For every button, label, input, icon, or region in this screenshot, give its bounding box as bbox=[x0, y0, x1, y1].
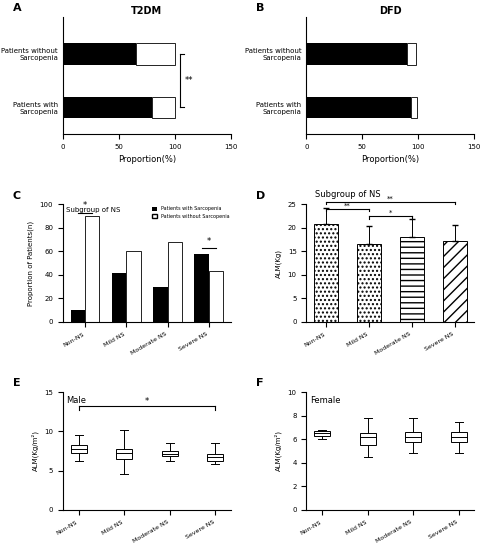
Bar bbox=[405, 432, 421, 442]
Bar bbox=[152, 96, 175, 118]
Text: **: ** bbox=[387, 196, 394, 202]
Bar bbox=[85, 216, 99, 322]
Bar bbox=[71, 310, 85, 322]
Bar bbox=[71, 445, 87, 453]
Y-axis label: Proportion of Patients(n): Proportion of Patients(n) bbox=[28, 220, 34, 306]
Text: **: ** bbox=[185, 76, 194, 85]
Text: Male: Male bbox=[66, 396, 86, 405]
Bar bbox=[306, 96, 410, 118]
Bar bbox=[207, 454, 223, 461]
Legend: Patients with Sarcopenia, Patients without Sarcopenia: Patients with Sarcopenia, Patients witho… bbox=[151, 204, 232, 221]
Bar bbox=[167, 242, 182, 322]
Bar bbox=[63, 43, 136, 65]
Text: *: * bbox=[145, 397, 149, 406]
Title: DFD: DFD bbox=[379, 6, 402, 16]
Text: F: F bbox=[256, 378, 263, 388]
Y-axis label: ALM(Kg/m²): ALM(Kg/m²) bbox=[31, 430, 39, 471]
Bar bbox=[314, 224, 338, 322]
Bar bbox=[194, 254, 209, 322]
Bar bbox=[153, 286, 167, 322]
Bar bbox=[357, 244, 381, 322]
Bar bbox=[451, 432, 467, 442]
Bar bbox=[162, 451, 178, 456]
Bar bbox=[360, 433, 376, 445]
Bar bbox=[410, 96, 417, 118]
Bar bbox=[443, 241, 467, 322]
Title: T2DM: T2DM bbox=[131, 6, 163, 16]
Bar bbox=[136, 43, 175, 65]
Text: *: * bbox=[389, 210, 392, 216]
Bar bbox=[407, 43, 416, 65]
Text: Female: Female bbox=[310, 396, 340, 405]
Text: *: * bbox=[83, 201, 87, 211]
Bar bbox=[116, 449, 132, 459]
Y-axis label: ALM(Kg): ALM(Kg) bbox=[275, 249, 282, 278]
Bar bbox=[126, 252, 141, 322]
Text: *: * bbox=[207, 237, 211, 245]
Text: D: D bbox=[256, 191, 265, 201]
Text: B: B bbox=[256, 3, 264, 13]
Text: **: ** bbox=[344, 203, 351, 209]
Text: A: A bbox=[13, 3, 21, 13]
Y-axis label: ALM(Kg/m²): ALM(Kg/m²) bbox=[274, 430, 282, 471]
Text: E: E bbox=[13, 378, 20, 388]
Text: Subgroup of NS: Subgroup of NS bbox=[66, 207, 121, 213]
Bar bbox=[400, 237, 424, 322]
Bar bbox=[112, 273, 126, 322]
Bar bbox=[306, 43, 407, 65]
X-axis label: Proportion(%): Proportion(%) bbox=[118, 155, 176, 165]
Text: Subgroup of NS: Subgroup of NS bbox=[315, 189, 380, 198]
Text: C: C bbox=[13, 191, 21, 201]
Bar bbox=[209, 271, 223, 322]
Bar bbox=[314, 431, 330, 435]
Bar bbox=[63, 96, 152, 118]
X-axis label: Proportion(%): Proportion(%) bbox=[361, 155, 420, 165]
